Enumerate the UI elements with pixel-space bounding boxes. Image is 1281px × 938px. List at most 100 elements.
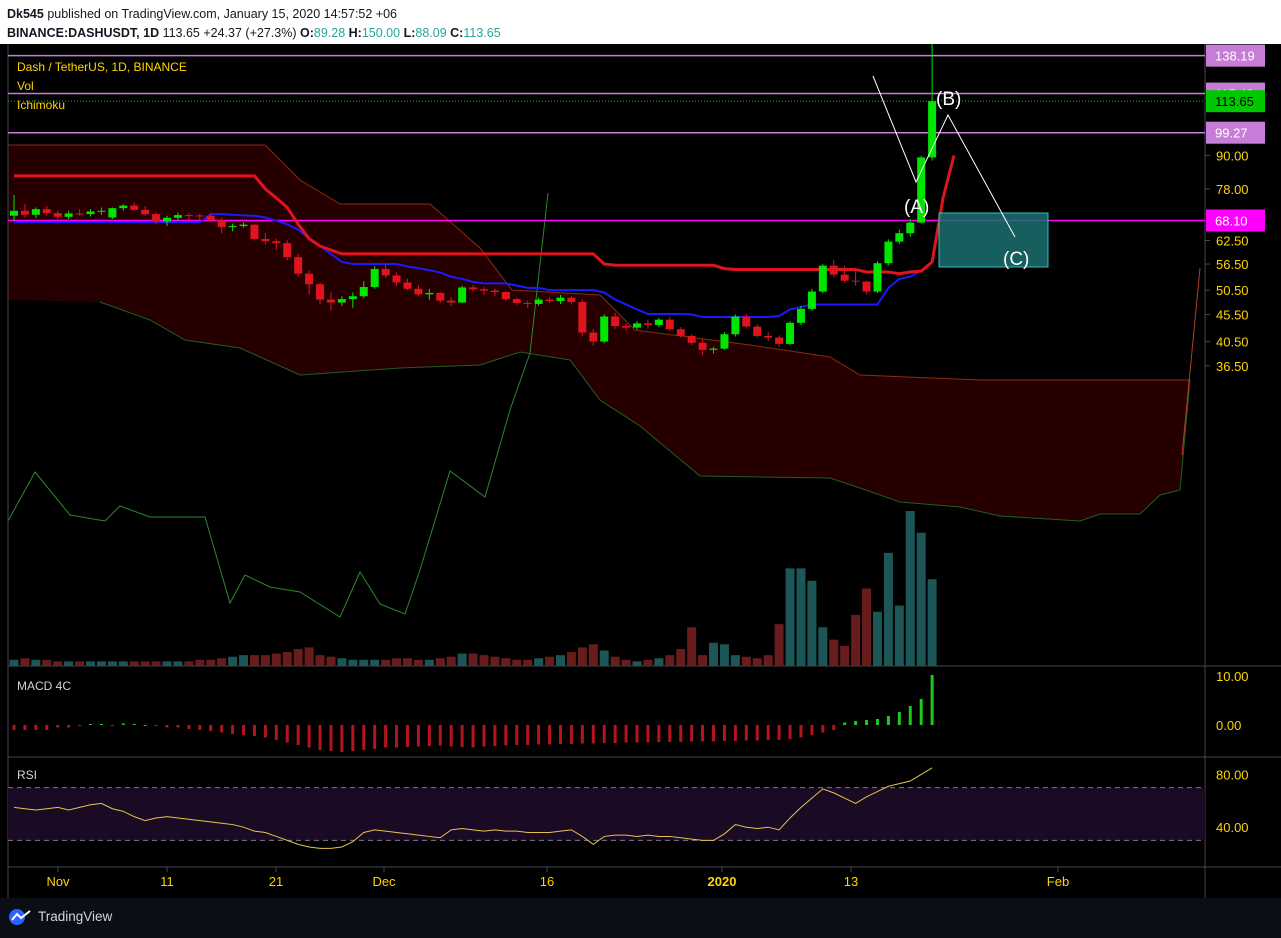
macd-bar bbox=[132, 724, 136, 725]
macd-bar bbox=[788, 725, 792, 739]
macd-bar bbox=[886, 716, 890, 725]
price-chart[interactable]: (A)(B)(C) 160.0090.0078.0070.0062.5056.5… bbox=[0, 44, 1281, 898]
candle-body bbox=[720, 334, 729, 349]
macd-bar bbox=[384, 725, 388, 748]
candle-body bbox=[75, 213, 84, 215]
volume-bar bbox=[643, 659, 653, 666]
macd-bar bbox=[209, 725, 213, 731]
publisher-name[interactable]: Dk545 bbox=[7, 7, 44, 21]
candle-body bbox=[512, 299, 521, 303]
macd-bar bbox=[908, 706, 912, 725]
rsi-panel bbox=[8, 767, 1205, 849]
legend-ichimoku[interactable]: Ichimoku bbox=[17, 98, 66, 112]
candle-body bbox=[31, 209, 40, 215]
macd-bar bbox=[559, 725, 562, 744]
elliott-wave-annotation[interactable]: (A) (B) (C) bbox=[872, 75, 1049, 270]
volume-bar bbox=[818, 627, 828, 666]
macd-bar bbox=[504, 725, 508, 746]
tradingview-logo-icon[interactable] bbox=[8, 908, 34, 926]
macd-bar bbox=[373, 725, 377, 749]
price-axis[interactable]: 160.0090.0078.0070.0062.5056.5050.5045.5… bbox=[1205, 44, 1265, 835]
candle-body bbox=[698, 342, 707, 350]
macd-bar bbox=[482, 725, 486, 747]
kijun-sen-line bbox=[14, 155, 956, 276]
candle-body bbox=[611, 316, 620, 327]
candle-body bbox=[272, 241, 281, 244]
macd-bar bbox=[548, 725, 552, 745]
legend-rsi[interactable]: RSI bbox=[17, 768, 38, 782]
macd-bar bbox=[67, 725, 71, 728]
candle-body bbox=[796, 308, 805, 323]
candle-body bbox=[818, 265, 827, 292]
volume-bar bbox=[872, 611, 882, 666]
volume-bar bbox=[599, 650, 609, 666]
candle-body bbox=[469, 287, 478, 290]
candle-body bbox=[141, 209, 150, 215]
candle-body bbox=[917, 157, 926, 223]
candle-body bbox=[851, 280, 860, 282]
volume-bar bbox=[9, 659, 19, 666]
volume-bar bbox=[271, 653, 281, 666]
time-axis[interactable]: Nov 11 21 Dec 16 2020 13 Feb bbox=[46, 867, 1069, 889]
macd-bar bbox=[154, 725, 158, 726]
volume-bar bbox=[162, 661, 172, 666]
legend-macd[interactable]: MACD 4C bbox=[17, 679, 72, 693]
candle-body bbox=[786, 322, 795, 344]
candle-body bbox=[163, 217, 172, 222]
candle-body bbox=[829, 265, 838, 275]
price-label: 99.27 bbox=[1215, 126, 1248, 141]
volume-bar bbox=[698, 655, 708, 666]
candle-body bbox=[206, 215, 215, 221]
macd-bar bbox=[657, 725, 661, 742]
open-label: O: bbox=[299, 26, 314, 40]
candle-body bbox=[119, 205, 128, 209]
macd-bar bbox=[405, 725, 409, 747]
macd-bar bbox=[263, 725, 267, 738]
senkou-span-a bbox=[8, 144, 1190, 381]
price-tick-label: 36.50 bbox=[1216, 359, 1249, 374]
macd-bar bbox=[449, 725, 453, 747]
price-label-bg bbox=[1206, 209, 1265, 232]
legend-title[interactable]: Dash / TetherUS, 1D, BINANCE bbox=[17, 60, 187, 74]
volume-bar bbox=[457, 653, 467, 666]
macd-bar bbox=[242, 725, 246, 735]
volume-bar bbox=[719, 644, 729, 666]
wave-label: (C) bbox=[1003, 249, 1029, 270]
volume-bar bbox=[774, 624, 784, 666]
chart-header: Dk545 published on TradingView.com, Janu… bbox=[0, 0, 1281, 44]
cloud-area bbox=[8, 145, 1190, 521]
macd-bar bbox=[493, 725, 497, 746]
candle-body bbox=[578, 302, 587, 333]
last-price: 113.65 bbox=[162, 26, 200, 40]
target-zone-box bbox=[938, 212, 1049, 268]
macd-bar bbox=[318, 725, 322, 750]
volume-bar bbox=[446, 656, 456, 666]
candle-body bbox=[633, 323, 642, 328]
candlesticks bbox=[10, 44, 937, 356]
macd-bar bbox=[569, 725, 573, 744]
volume-bar bbox=[206, 659, 216, 666]
symbol-name[interactable]: BINANCE:DASHUSDT, 1D bbox=[7, 26, 160, 40]
volume-bar bbox=[840, 645, 850, 666]
macd-bar bbox=[143, 725, 147, 726]
volume-bar bbox=[260, 655, 270, 666]
tradingview-brand[interactable]: TradingView bbox=[38, 909, 113, 924]
volume-bar bbox=[566, 652, 576, 666]
volume-bar bbox=[31, 659, 41, 666]
legend-vol[interactable]: Vol bbox=[17, 79, 34, 93]
candle-body bbox=[556, 297, 565, 302]
candle-body bbox=[665, 319, 674, 330]
macd-bar bbox=[624, 725, 628, 743]
volume-bar bbox=[632, 661, 642, 666]
candle-body bbox=[184, 215, 193, 217]
volume-bar bbox=[709, 642, 719, 666]
macd-bar bbox=[930, 675, 934, 725]
price-label: 138.19 bbox=[1215, 49, 1255, 64]
volume-bar bbox=[348, 659, 358, 666]
candle-body bbox=[764, 335, 773, 338]
macd-bar bbox=[821, 725, 825, 733]
volume-bar bbox=[282, 652, 292, 666]
cloud-right-edge bbox=[1181, 267, 1201, 456]
low-value: 88.09 bbox=[415, 26, 447, 40]
candle-body bbox=[359, 286, 368, 297]
